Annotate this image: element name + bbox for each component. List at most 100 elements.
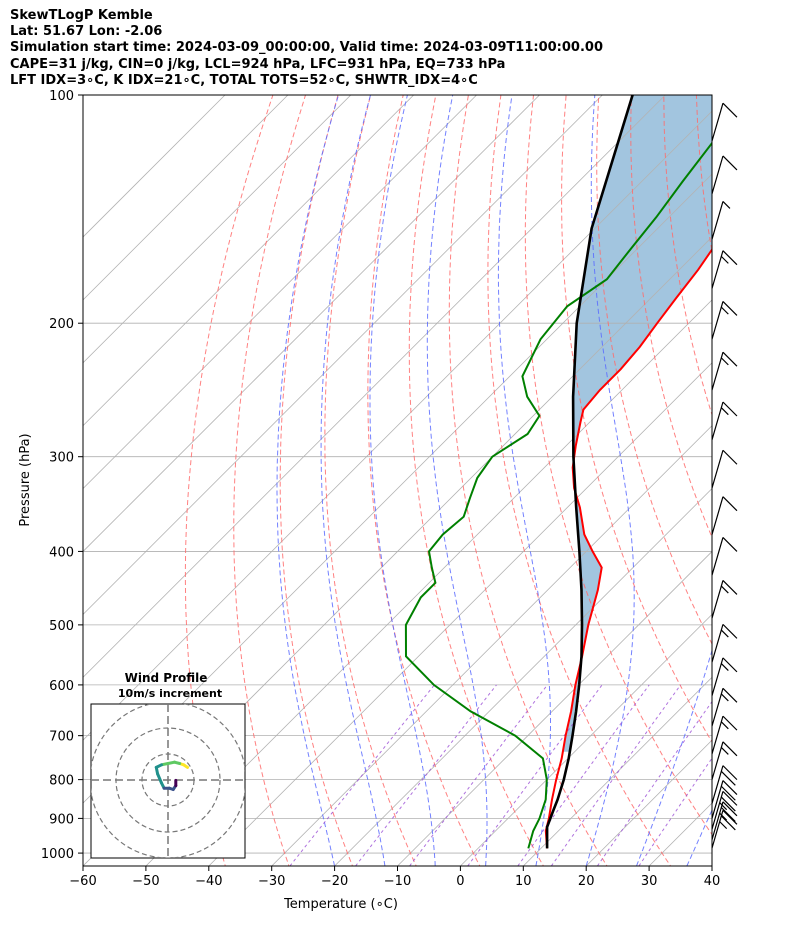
hodograph-subtitle: 10m/s increment xyxy=(118,687,222,700)
barb-flag xyxy=(722,401,738,417)
mixing-ratio-line xyxy=(638,757,712,866)
y-tick-label: 900 xyxy=(49,812,74,827)
isotherm-line xyxy=(523,676,712,866)
barb-half-flag xyxy=(719,802,728,811)
location-text: Lat: 51.67 Lon: -2.06 xyxy=(10,24,163,40)
y-tick-label: 300 xyxy=(49,451,74,466)
barb-flag xyxy=(722,809,738,825)
barb-flag xyxy=(722,496,738,512)
wind-barb xyxy=(711,351,738,391)
x-tick-label: 40 xyxy=(704,874,721,889)
barb-half-flag xyxy=(719,812,728,821)
parcel-line xyxy=(545,95,634,849)
moist-adiabat-line xyxy=(276,95,339,866)
y-tick-label: 800 xyxy=(49,774,74,789)
wind-barb xyxy=(711,250,738,289)
barb-flag xyxy=(722,155,738,171)
dry-adiabat-line xyxy=(279,95,354,866)
barb-flag xyxy=(722,102,738,118)
isotherm-line xyxy=(271,425,712,866)
x-tick-label: −50 xyxy=(132,874,159,889)
barb-flag xyxy=(720,770,736,786)
barb-flag xyxy=(722,579,738,595)
mixing-ratio-line xyxy=(355,684,497,866)
moist-adiabat-line xyxy=(369,95,436,866)
barb-half-flag xyxy=(720,306,729,315)
time-text: Simulation start time: 2024-03-09_00:00:… xyxy=(10,40,603,56)
wind-barb xyxy=(711,496,738,535)
wind-barb xyxy=(711,801,738,840)
barb-flag xyxy=(720,796,736,812)
barb-flag xyxy=(722,657,738,673)
moist-adiabat-line xyxy=(426,95,488,866)
mixing-ratio-line xyxy=(467,684,603,866)
dry-adiabat-line xyxy=(762,95,794,869)
isotherm-line xyxy=(208,362,712,866)
barb-staff xyxy=(711,103,724,142)
barb-flag xyxy=(722,801,738,817)
barb-half-flag xyxy=(720,693,729,702)
dry-adiabat-line xyxy=(524,95,712,836)
x-tick-label: −10 xyxy=(384,874,411,889)
barb-half-flag xyxy=(720,663,729,671)
isotherm-line xyxy=(397,550,712,866)
barb-flag xyxy=(722,765,738,781)
barb-staff xyxy=(711,450,724,489)
y-tick-label: 400 xyxy=(49,545,74,560)
mixing-ratio-line xyxy=(409,684,548,866)
moist-adiabat-line xyxy=(497,95,551,866)
axes-layer: −60 −50 −40 −30 −20 −10 0 10 20 30 40 1000 900 800 700… xyxy=(41,89,720,889)
dry-adiabat-line xyxy=(663,95,712,417)
dry-adiabat-line xyxy=(408,95,544,866)
barb-half-flag xyxy=(720,721,729,730)
moist-adiabat-line xyxy=(320,95,386,866)
x-tick-label: 30 xyxy=(641,874,658,889)
dry-adiabat-line xyxy=(233,95,306,866)
barb-staff xyxy=(711,201,724,240)
barb-flag xyxy=(722,687,738,703)
dry-adiabat-line xyxy=(448,95,608,866)
y-axis-label: Pressure (hPa) xyxy=(18,433,33,526)
barb-staff xyxy=(711,155,724,194)
barb-flag xyxy=(722,715,738,731)
isotherm-line xyxy=(83,95,666,678)
isotherm-line xyxy=(83,110,712,741)
isotherm-line xyxy=(83,95,226,238)
wind-barb xyxy=(711,301,738,340)
x-tick-label: 10 xyxy=(515,874,532,889)
wind-barb xyxy=(711,401,738,440)
isotherm-line xyxy=(334,488,712,866)
x-tick-label: 0 xyxy=(456,874,464,889)
dry-adiabat-line xyxy=(184,95,274,866)
cape-fill-layer xyxy=(562,95,712,752)
wind-barbs xyxy=(711,102,738,849)
dry-adiabat-line xyxy=(324,95,417,866)
x-axis-label: Temperature (∘C) xyxy=(283,897,398,912)
y-tick-label: 700 xyxy=(49,730,74,745)
isotherm-line xyxy=(83,95,289,301)
wind-barb xyxy=(711,536,738,576)
hodograph-title: Wind Profile xyxy=(125,671,208,685)
barb-half-flag xyxy=(720,357,729,366)
isotherm-line xyxy=(83,95,540,553)
barb-staff xyxy=(711,810,724,849)
y-tick-label: 200 xyxy=(49,317,74,332)
barb-staff xyxy=(711,801,724,840)
barb-flag xyxy=(722,351,738,367)
chart-header: SkewTLogP Kemble Lat: 51.67 Lon: -2.06 S… xyxy=(10,8,603,89)
wind-barb xyxy=(711,657,738,696)
moist-adiabat-line xyxy=(585,95,635,866)
wind-barb xyxy=(711,741,738,780)
moist-adiabat-line xyxy=(636,648,712,866)
profile-layer xyxy=(404,95,712,849)
x-tick-label: −60 xyxy=(69,874,96,889)
barb-half-flag xyxy=(720,629,729,638)
moist-adiabat-line xyxy=(686,808,712,866)
isotherm-line xyxy=(83,95,477,490)
hodograph-inset: Wind Profile 10m/s increment xyxy=(90,671,246,859)
wind-barb xyxy=(711,201,731,240)
x-tick-label: −40 xyxy=(195,874,222,889)
y-tick-label: 100 xyxy=(49,89,74,104)
barb-half-flag xyxy=(720,585,729,594)
mixing-ratio-line xyxy=(596,700,712,866)
